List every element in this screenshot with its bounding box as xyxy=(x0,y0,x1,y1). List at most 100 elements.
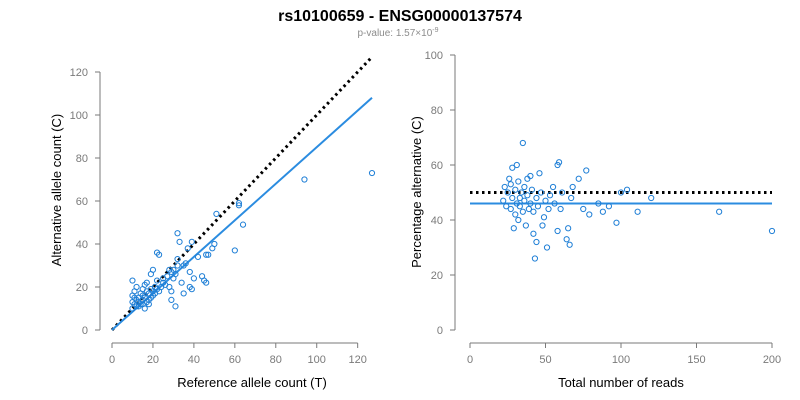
data-point xyxy=(211,240,218,248)
y-tick-label: 80 xyxy=(76,153,88,165)
x-tick-label: 80 xyxy=(270,354,282,366)
data-point xyxy=(129,277,136,284)
data-point xyxy=(507,181,514,188)
data-point xyxy=(648,194,655,202)
data-point xyxy=(239,221,247,228)
data-point xyxy=(524,192,531,199)
x-axis-label: Reference allele count (T) xyxy=(177,375,327,390)
data-point xyxy=(509,194,516,202)
data-point xyxy=(174,262,181,269)
data-point xyxy=(203,251,210,258)
data-point xyxy=(153,277,161,284)
data-point xyxy=(568,194,575,202)
x-tick-label: 120 xyxy=(348,354,366,366)
data-point xyxy=(213,210,220,217)
data-point xyxy=(519,208,526,215)
data-point xyxy=(141,305,148,312)
data-point xyxy=(503,203,510,210)
y-tick-label: 40 xyxy=(431,215,443,227)
data-point xyxy=(586,211,593,218)
data-point xyxy=(542,197,549,204)
data-point xyxy=(521,197,528,204)
x-tick-label: 150 xyxy=(687,354,705,366)
y-tick-label: 0 xyxy=(82,325,88,337)
data-point xyxy=(599,208,606,215)
data-point xyxy=(546,192,554,199)
data-point xyxy=(522,222,529,229)
data-point xyxy=(168,288,175,295)
data-point xyxy=(143,279,150,286)
data-point xyxy=(551,200,558,207)
data-point xyxy=(186,268,193,276)
y-tick-label: 100 xyxy=(425,50,443,62)
y-axis-label: Percentage alternative (C) xyxy=(409,116,424,268)
data-point xyxy=(512,211,519,218)
data-point xyxy=(716,208,723,215)
data-point xyxy=(516,194,523,202)
data-point xyxy=(543,244,551,251)
data-point xyxy=(563,236,570,243)
data-point xyxy=(528,186,536,193)
left-panel-allele-counts: 0 20 40 60 80 100 120 0 20 40 60 80 100 120 Reference … xyxy=(49,55,376,390)
data-point xyxy=(623,186,631,193)
data-point xyxy=(518,189,525,196)
pvalue-exponent: -9 xyxy=(432,27,438,34)
x-tick-label: 20 xyxy=(147,354,159,366)
chart-title: rs10100659 - ENSG00000137574 xyxy=(278,8,522,25)
data-point xyxy=(521,183,528,191)
data-point xyxy=(569,183,576,191)
data-point xyxy=(180,290,187,297)
data-point xyxy=(554,227,561,235)
x-tick-label: 100 xyxy=(308,354,326,366)
data-point xyxy=(634,208,641,215)
data-point xyxy=(512,186,519,193)
x-axis-label: Total number of reads xyxy=(558,375,684,390)
data-point xyxy=(168,296,175,303)
data-point xyxy=(530,208,537,215)
y-tick-label: 60 xyxy=(431,160,443,172)
data-point xyxy=(559,189,566,196)
data-point xyxy=(149,266,157,273)
data-point xyxy=(527,172,534,180)
data-point xyxy=(500,197,507,204)
data-point xyxy=(539,222,546,229)
data-point xyxy=(188,286,195,293)
data-point xyxy=(595,200,602,207)
reference-line-dotted xyxy=(110,55,374,332)
data-point xyxy=(566,241,573,248)
data-point xyxy=(133,283,140,291)
x-tick-label: 40 xyxy=(188,354,200,366)
pvalue-subtitle: p-value: 1.57×10-9 xyxy=(357,27,438,39)
data-point xyxy=(605,203,613,210)
data-point xyxy=(506,175,513,182)
data-point xyxy=(368,169,376,177)
data-point xyxy=(515,178,522,185)
data-point xyxy=(145,301,152,308)
data-point xyxy=(533,194,540,202)
data-point xyxy=(301,176,308,183)
x-tick-label: 0 xyxy=(109,354,115,366)
data-point xyxy=(768,227,776,235)
data-point xyxy=(533,238,540,246)
y-tick-label: 120 xyxy=(70,67,88,79)
x-tick-label: 60 xyxy=(229,354,241,366)
data-point xyxy=(172,271,179,278)
data-point xyxy=(235,202,243,209)
y-tick-label: 0 xyxy=(437,325,443,337)
data-point xyxy=(504,189,511,196)
y-tick-label: 100 xyxy=(70,110,88,122)
y-axis-label: Alternative allele count (C) xyxy=(49,114,64,266)
data-point xyxy=(184,245,191,252)
data-point xyxy=(537,189,545,196)
data-point xyxy=(203,279,210,286)
data-point xyxy=(575,175,582,182)
data-point xyxy=(613,219,620,226)
data-point xyxy=(501,183,508,191)
data-point xyxy=(525,205,532,213)
x-tick-label: 200 xyxy=(763,354,781,366)
y-tick-label: 20 xyxy=(76,282,88,294)
data-point xyxy=(188,238,195,245)
data-point xyxy=(172,303,179,310)
y-tick-label: 60 xyxy=(76,196,88,208)
